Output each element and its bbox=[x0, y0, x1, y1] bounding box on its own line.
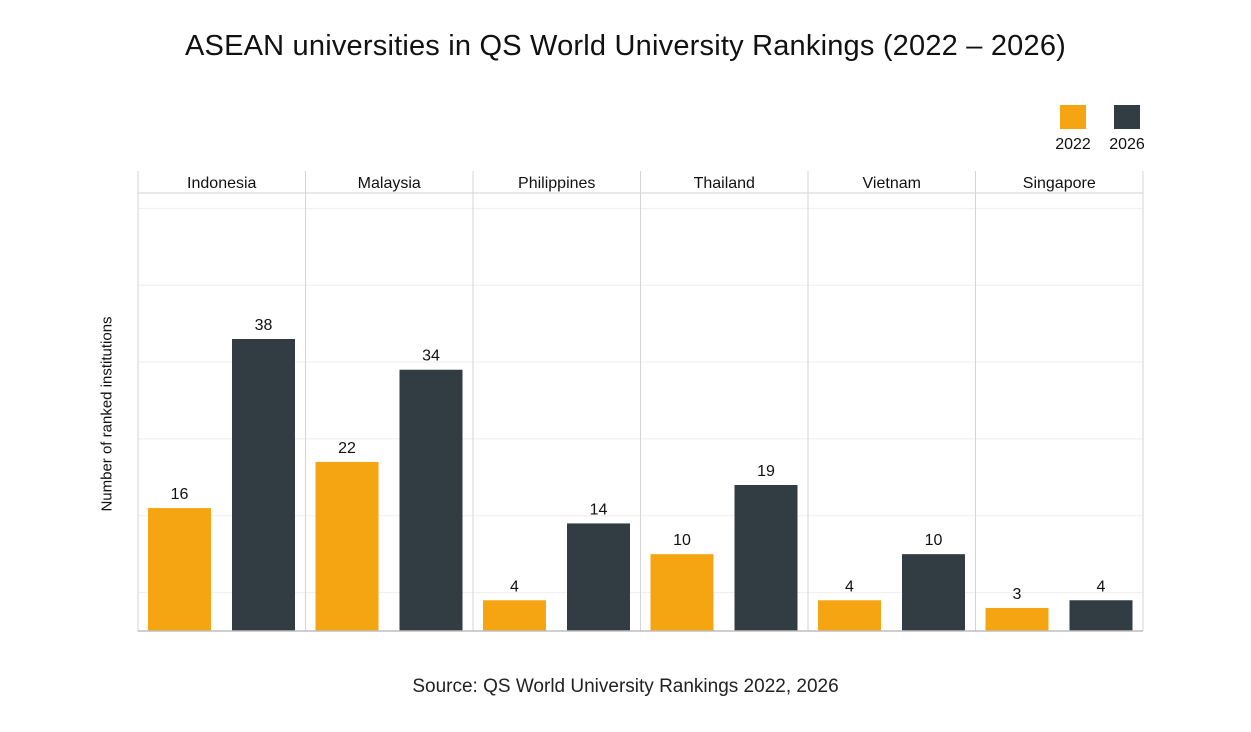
data-label-indonesia-2022: 16 bbox=[171, 486, 189, 503]
category-label-thailand: Thailand bbox=[694, 175, 755, 192]
data-label-philippines-2022: 4 bbox=[510, 578, 519, 595]
data-label-thailand-2022: 10 bbox=[673, 532, 691, 549]
bar-vietnam-2022 bbox=[818, 600, 881, 631]
chart-title: ASEAN universities in QS World Universit… bbox=[184, 30, 1067, 62]
bar-malaysia-2026 bbox=[399, 369, 463, 631]
bar-philippines-2022 bbox=[483, 600, 546, 631]
category-label-vietnam: Vietnam bbox=[863, 175, 921, 192]
legend-label-2022: 2022 bbox=[1055, 136, 1091, 153]
category-label-malaysia: Malaysia bbox=[358, 175, 421, 192]
bar-malaysia-2022 bbox=[315, 461, 379, 631]
bar-singapore-2026 bbox=[1069, 600, 1133, 631]
data-label-vietnam-2022: 4 bbox=[845, 578, 854, 595]
data-label-malaysia-2026: 34 bbox=[422, 348, 440, 365]
bar-philippines-2026 bbox=[567, 523, 630, 631]
category-label-philippines: Philippines bbox=[518, 175, 595, 192]
bar-vietnam-2026 bbox=[902, 554, 965, 631]
category-label-indonesia: Indonesia bbox=[187, 175, 256, 192]
data-label-philippines-2026: 14 bbox=[590, 501, 608, 518]
data-label-vietnam-2026: 10 bbox=[925, 532, 943, 549]
data-label-indonesia-2026: 38 bbox=[255, 317, 273, 334]
bar-thailand-2022 bbox=[650, 554, 714, 631]
data-label-singapore-2022: 3 bbox=[1013, 586, 1022, 603]
data-label-malaysia-2022: 22 bbox=[338, 440, 356, 457]
bar-thailand-2026 bbox=[734, 485, 798, 631]
category-label-singapore: Singapore bbox=[1023, 175, 1096, 192]
bar-singapore-2022 bbox=[985, 607, 1049, 631]
bar-indonesia-2022 bbox=[148, 508, 211, 631]
legend-label-2026: 2026 bbox=[1109, 136, 1145, 153]
bar-indonesia-2026 bbox=[232, 339, 295, 631]
data-label-singapore-2026: 4 bbox=[1097, 578, 1106, 595]
data-label-thailand-2026: 19 bbox=[757, 463, 775, 480]
legend-swatch-2022 bbox=[1060, 105, 1086, 129]
source-note: Source: QS World University Rankings 202… bbox=[412, 676, 839, 697]
legend-item-2022: 2022 bbox=[1052, 105, 1094, 154]
legend-item-2026: 2026 bbox=[1106, 105, 1148, 154]
legend-swatch-2026 bbox=[1114, 105, 1140, 129]
